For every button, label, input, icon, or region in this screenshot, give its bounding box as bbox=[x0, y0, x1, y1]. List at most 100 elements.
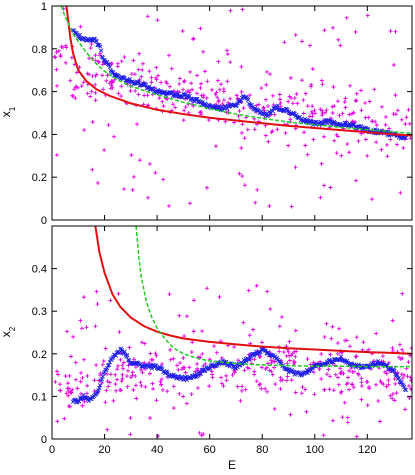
noisy-sample-marker bbox=[150, 381, 155, 386]
noisy-sample-marker bbox=[145, 14, 150, 19]
noisy-sample-marker bbox=[154, 77, 159, 82]
noisy-sample-marker bbox=[340, 111, 345, 116]
noisy-sample-marker bbox=[72, 87, 77, 92]
noisy-sample-marker bbox=[204, 286, 209, 291]
noisy-sample-marker bbox=[150, 357, 155, 362]
noisy-sample-marker bbox=[288, 412, 293, 417]
noisy-sample-marker bbox=[202, 69, 207, 74]
noisy-sample-marker bbox=[70, 387, 75, 392]
noisy-sample-marker bbox=[283, 130, 288, 135]
noisy-sample-marker bbox=[181, 79, 186, 84]
noisy-sample-marker bbox=[320, 113, 325, 118]
noisy-sample-marker bbox=[112, 134, 117, 139]
running-average-marker bbox=[119, 348, 125, 353]
noisy-sample-marker bbox=[64, 391, 69, 396]
noisy-sample-marker bbox=[55, 419, 60, 424]
noisy-sample-marker bbox=[171, 406, 176, 411]
noisy-sample-marker bbox=[207, 384, 212, 389]
noisy-sample-marker bbox=[264, 82, 269, 87]
noisy-sample-marker bbox=[263, 133, 268, 138]
noisy-sample-marker bbox=[335, 351, 340, 356]
noisy-sample-marker bbox=[263, 97, 268, 102]
noisy-sample-marker bbox=[165, 389, 170, 394]
noisy-sample-marker bbox=[289, 204, 294, 209]
noisy-sample-marker bbox=[168, 357, 173, 362]
noisy-sample-marker bbox=[195, 361, 200, 366]
noisy-sample-marker bbox=[66, 389, 71, 394]
y-tick-label: 0 bbox=[41, 434, 47, 446]
noisy-sample-marker bbox=[406, 360, 411, 365]
running-average-marker bbox=[106, 362, 112, 368]
noisy-sample-marker bbox=[151, 386, 156, 391]
noisy-sample-marker bbox=[216, 59, 221, 64]
noisy-sample-marker bbox=[183, 370, 188, 375]
noisy-sample-marker bbox=[58, 54, 63, 59]
noisy-sample-marker bbox=[338, 43, 343, 48]
noisy-sample-marker bbox=[353, 354, 358, 359]
noisy-sample-marker bbox=[399, 372, 404, 377]
noisy-sample-marker bbox=[259, 365, 264, 370]
noisy-sample-marker bbox=[321, 433, 326, 438]
noisy-sample-marker bbox=[189, 350, 194, 355]
noisy-sample-marker bbox=[68, 78, 73, 83]
noisy-sample-marker bbox=[301, 111, 306, 116]
noisy-sample-marker bbox=[256, 102, 261, 107]
noisy-sample-marker bbox=[224, 378, 229, 383]
noisy-sample-marker bbox=[204, 185, 209, 190]
noisy-sample-marker bbox=[265, 104, 270, 109]
noisy-sample-marker bbox=[216, 98, 221, 103]
y-tick-label: 0.4 bbox=[32, 129, 47, 141]
noisy-sample-marker bbox=[386, 378, 391, 383]
noisy-sample-marker bbox=[345, 420, 350, 425]
noisy-sample-marker bbox=[354, 335, 359, 340]
noisy-sample-marker bbox=[356, 139, 361, 144]
noisy-sample-marker bbox=[258, 354, 263, 359]
noisy-sample-marker bbox=[64, 329, 69, 334]
noisy-sample-marker bbox=[224, 373, 229, 378]
noisy-sample-marker bbox=[287, 353, 292, 358]
noisy-sample-marker bbox=[359, 108, 364, 113]
noisy-sample-marker bbox=[101, 359, 106, 363]
noisy-sample-marker bbox=[334, 132, 339, 137]
noisy-sample-marker bbox=[140, 370, 145, 375]
noisy-sample-marker bbox=[356, 372, 361, 377]
top-panel-y-axis-title: x1 bbox=[0, 106, 17, 117]
running-average-marker bbox=[392, 368, 397, 373]
noisy-sample-marker bbox=[171, 356, 176, 361]
noisy-sample-marker bbox=[134, 122, 139, 127]
x-tick-label: 120 bbox=[358, 444, 376, 456]
noisy-sample-marker bbox=[254, 379, 259, 384]
noisy-sample-marker bbox=[287, 358, 292, 363]
noisy-sample-marker bbox=[62, 416, 67, 421]
noisy-sample-marker bbox=[394, 390, 399, 395]
noisy-sample-marker bbox=[128, 432, 133, 437]
noisy-sample-marker bbox=[295, 101, 300, 106]
running-average-marker bbox=[98, 48, 104, 53]
noisy-sample-marker bbox=[350, 369, 355, 374]
noisy-sample-marker bbox=[199, 93, 204, 98]
noisy-sample-marker bbox=[118, 357, 123, 362]
noisy-sample-marker bbox=[311, 137, 316, 142]
running-average-marker bbox=[198, 371, 204, 376]
noisy-sample-marker bbox=[330, 110, 335, 115]
noisy-sample-marker bbox=[393, 381, 398, 386]
noisy-sample-marker bbox=[395, 142, 400, 147]
noisy-sample-marker bbox=[372, 87, 377, 92]
noisy-sample-marker bbox=[128, 88, 133, 93]
noisy-sample-marker bbox=[239, 388, 244, 393]
noisy-sample-marker bbox=[225, 79, 230, 84]
noisy-sample-marker bbox=[106, 123, 111, 128]
running-average-marker bbox=[98, 44, 103, 49]
running-average-marker bbox=[194, 97, 199, 102]
running-average-marker bbox=[107, 360, 112, 365]
noisy-sample-marker bbox=[346, 387, 351, 392]
noisy-sample-marker bbox=[198, 85, 203, 90]
noisy-sample-marker bbox=[112, 77, 117, 82]
noisy-sample-marker bbox=[265, 389, 270, 394]
noisy-sample-marker bbox=[393, 93, 398, 98]
noisy-sample-marker bbox=[289, 95, 294, 100]
noisy-sample-marker bbox=[167, 53, 172, 58]
running-average-marker bbox=[107, 64, 112, 70]
noisy-sample-marker bbox=[67, 373, 72, 378]
noisy-sample-marker bbox=[134, 396, 139, 401]
